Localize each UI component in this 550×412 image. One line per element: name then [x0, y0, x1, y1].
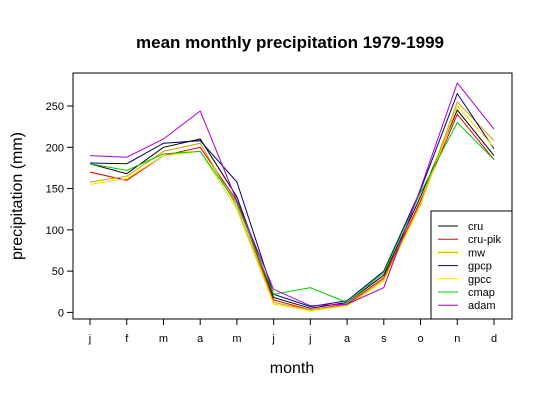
y-tick-label: 50 [52, 266, 64, 278]
legend-label-cmap: cmap [468, 287, 495, 299]
x-tick-label: a [197, 333, 204, 345]
legend-label-gpcp: gpcp [468, 261, 492, 273]
y-tick-label: 250 [46, 101, 64, 113]
legend-label-cru-pik: cru-pik [468, 234, 502, 246]
series-line-cmap [89, 121, 495, 304]
y-tick-label: 150 [46, 184, 64, 196]
series-line-gpcp [89, 92, 495, 308]
x-tick-label: o [417, 333, 423, 345]
legend-box [430, 210, 513, 320]
x-tick-label: d [491, 333, 497, 345]
series-line-gpcc [89, 105, 495, 312]
x-tick-label: m [232, 333, 241, 345]
legend-label-adam: adam [468, 300, 496, 312]
series-lines [89, 81, 495, 312]
legend-label-cru: cru [468, 221, 483, 233]
y-tick-label: 0 [58, 307, 64, 319]
x-axis-label: month [270, 360, 314, 377]
x-tick-label: j [271, 333, 274, 345]
x-tick-label: s [381, 333, 387, 345]
x-tick-label: j [308, 333, 311, 345]
x-tick-label: n [454, 333, 460, 345]
series-line-cru [89, 109, 495, 309]
y-axis: 0 50 100 150 200 250 [46, 101, 74, 319]
y-tick-label: 100 [46, 225, 64, 237]
x-tick-label: m [159, 333, 168, 345]
legend-label-gpcc: gpcc [468, 274, 492, 286]
x-tick-label: f [125, 333, 129, 345]
y-tick-label: 200 [46, 142, 64, 154]
x-tick-label: a [344, 333, 351, 345]
y-axis-label: precipitation (mm) [9, 132, 26, 260]
legend-label-mw: mw [468, 247, 485, 259]
chart-title: mean monthly precipitation 1979-1999 [136, 33, 444, 52]
series-line-mw [89, 100, 495, 311]
series-line-adam [89, 81, 495, 307]
x-tick-label: j [88, 333, 91, 345]
